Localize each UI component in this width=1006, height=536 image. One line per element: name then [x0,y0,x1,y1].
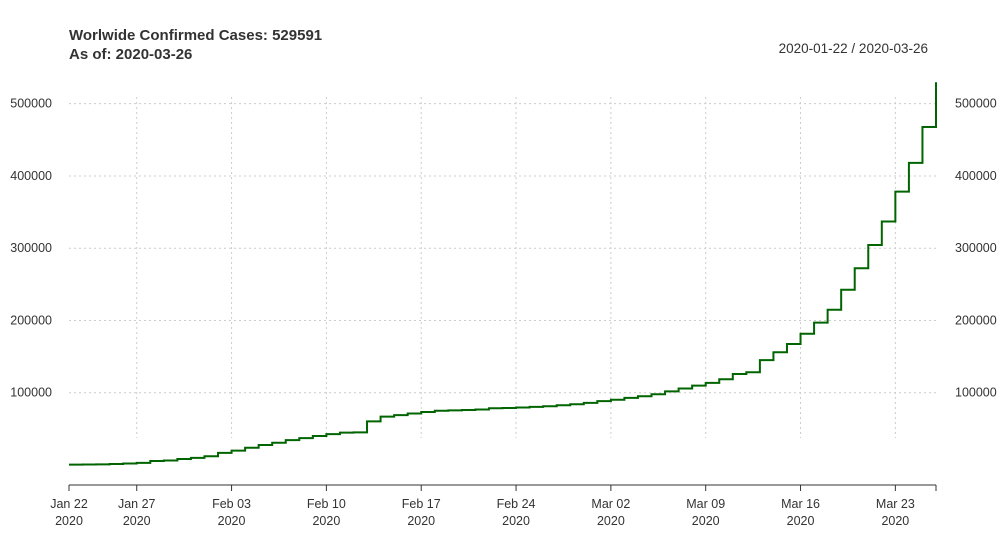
chart-title: Worlwide Confirmed Cases: 529591 [69,27,323,44]
x-tick-label: Jan 22 [50,497,88,511]
x-tick-label: Mar 02 [591,497,630,511]
x-tick-label: Feb 17 [402,497,441,511]
x-tick-label: Mar 23 [876,497,915,511]
y-tick-label-left: 200000 [10,313,52,327]
x-tick-year-label: 2020 [407,514,435,528]
chart-subtitle: As of: 2020-03-26 [69,46,193,63]
x-tick-label: Feb 03 [212,497,251,511]
y-tick-label-right: 300000 [955,241,997,255]
axes: 100000 100000 200000 200000 300000 300000 4000… [10,97,996,528]
y-tick-label-right: 100000 [955,386,997,400]
x-tick-label: Mar 09 [686,497,725,511]
x-tick-year-label: 2020 [502,514,530,528]
x-tick-year-label: 2020 [881,514,909,528]
confirmed-cases-line [69,82,937,466]
y-tick-label-left: 100000 [10,386,52,400]
y-tick-label-right: 400000 [955,169,997,183]
series-layer [69,82,937,466]
x-tick-label: Jan 27 [118,497,156,511]
x-tick-year-label: 2020 [787,514,815,528]
x-tick-year-label: 2020 [692,514,720,528]
date-range-label: 2020-01-22 / 2020-03-26 [778,41,928,56]
x-tick-year-label: 2020 [597,514,625,528]
grid-lines [69,97,936,438]
x-tick-label: Feb 24 [497,497,536,511]
x-tick-label: Mar 16 [781,497,820,511]
x-tick-year-label: 2020 [123,514,151,528]
x-tick-year-label: 2020 [218,514,246,528]
y-tick-label-left: 500000 [10,97,52,111]
y-tick-label-right: 500000 [955,97,997,111]
y-tick-label-left: 300000 [10,241,52,255]
x-tick-year-label: 2020 [312,514,340,528]
x-tick-year-label: 2020 [55,514,83,528]
y-tick-label-right: 200000 [955,313,997,327]
x-tick-label: Feb 10 [307,497,346,511]
y-tick-label-left: 400000 [10,169,52,183]
